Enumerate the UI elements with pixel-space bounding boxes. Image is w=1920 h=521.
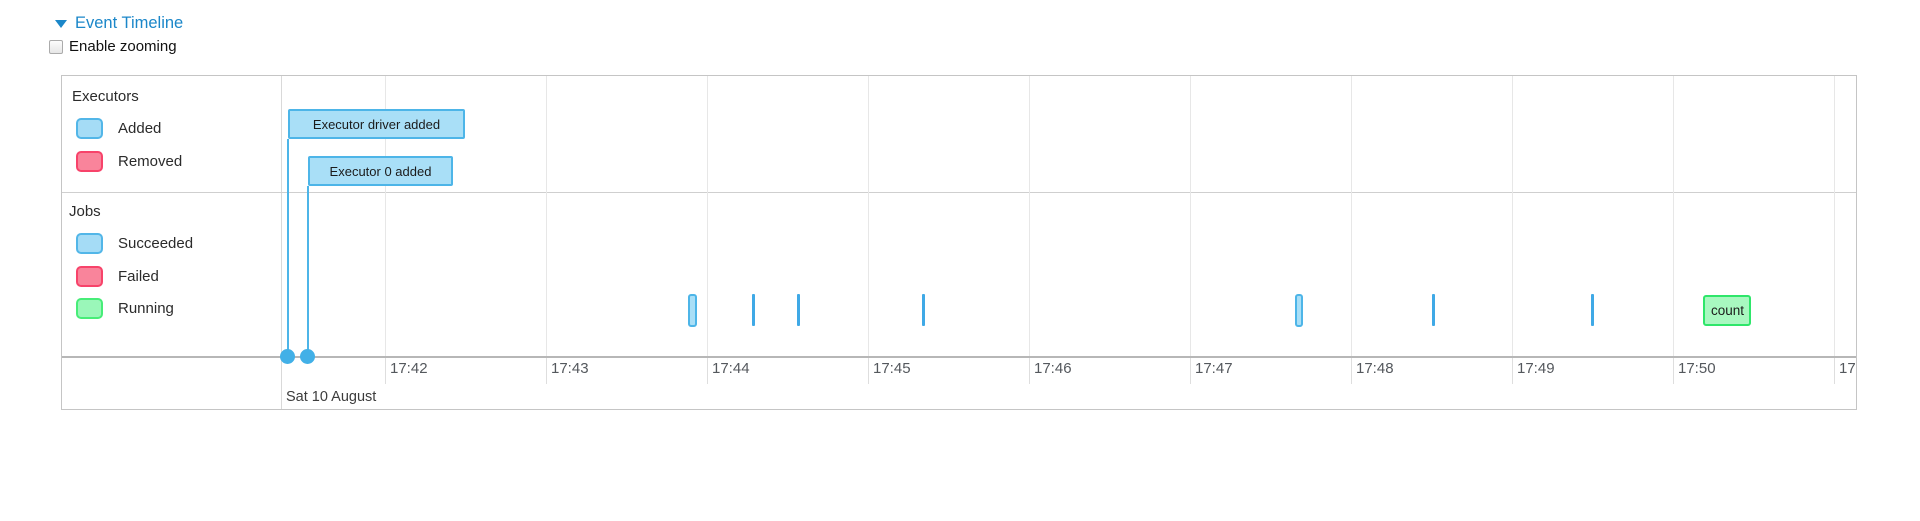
minute-gridline: [546, 76, 547, 356]
legend-group-title-jobs: Jobs: [69, 203, 101, 220]
legend-item-executor-removed: Removed: [76, 151, 182, 172]
job-marker-succeeded[interactable]: [688, 294, 697, 327]
axis-tick-label: 17:49: [1517, 360, 1555, 377]
axis-tick: [546, 358, 547, 384]
legend-item-job-failed: Failed: [76, 266, 159, 287]
axis-tick: [1190, 358, 1191, 384]
executor-event-box[interactable]: Executor 0 added: [308, 156, 453, 186]
axis-tick-label: 17:43: [551, 360, 589, 377]
succeeded-swatch-icon: [76, 233, 103, 254]
axis-tick-label: 17:47: [1195, 360, 1233, 377]
axis-tick-label: 17:45: [873, 360, 911, 377]
caret-down-icon: [55, 19, 67, 28]
axis-tick: [868, 358, 869, 384]
time-axis-line: [62, 356, 1856, 358]
running-swatch-icon: [76, 298, 103, 319]
axis-major-date-label: Sat 10 August: [286, 389, 377, 405]
minute-gridline: [868, 76, 869, 356]
executor-event-dot: [300, 349, 315, 364]
axis-tick: [1673, 358, 1674, 384]
axis-tick: [385, 358, 386, 384]
minute-gridline: [1673, 76, 1674, 356]
executor-event-box[interactable]: Executor driver added: [288, 109, 465, 139]
job-marker-running[interactable]: count: [1703, 295, 1751, 326]
section-title: Event Timeline: [75, 14, 184, 32]
minute-gridline: [1834, 76, 1835, 356]
enable-zooming-row: Enable zooming: [49, 38, 177, 55]
axis-tick-label: 17:46: [1034, 360, 1072, 377]
axis-tick-label: 17:44: [712, 360, 750, 377]
axis-tick: [1512, 358, 1513, 384]
group-separator-line: [62, 192, 1856, 193]
axis-tick-label: 17:42: [390, 360, 428, 377]
job-marker-succeeded[interactable]: [1432, 294, 1435, 326]
enable-zooming-label: Enable zooming: [69, 38, 177, 55]
enable-zooming-checkbox[interactable]: [49, 39, 63, 54]
axis-tick: [1834, 358, 1835, 384]
job-marker-succeeded[interactable]: [922, 294, 925, 326]
legend-item-job-running: Running: [76, 298, 174, 319]
minute-gridline: [1029, 76, 1030, 356]
job-marker-succeeded[interactable]: [797, 294, 800, 326]
executor-event-dot: [280, 349, 295, 364]
timeline-panel: Executors Added Removed Jobs Succeeded F…: [61, 75, 1857, 410]
legend-label: Running: [118, 300, 174, 317]
legend-item-job-succeeded: Succeeded: [76, 233, 193, 254]
added-swatch-icon: [76, 118, 103, 139]
job-marker-succeeded[interactable]: [1591, 294, 1594, 326]
legend-group-title-executors: Executors: [72, 88, 139, 105]
axis-tick-label: 17:48: [1356, 360, 1394, 377]
axis-tick-label: 17:5: [1839, 360, 1856, 377]
minute-gridline: [385, 76, 386, 356]
job-marker-succeeded[interactable]: [752, 294, 755, 326]
legend-label: Succeeded: [118, 235, 194, 252]
axis-tick: [1351, 358, 1352, 384]
minute-gridline: [1190, 76, 1191, 356]
legend-label: Added: [118, 120, 162, 137]
event-timeline-header[interactable]: Event Timeline: [55, 14, 183, 33]
minute-gridline: [707, 76, 708, 356]
legend-label: Removed: [118, 153, 183, 170]
axis-tick-label: 17:50: [1678, 360, 1716, 377]
axis-tick: [707, 358, 708, 384]
legend-item-executor-added: Added: [76, 118, 161, 139]
removed-swatch-icon: [76, 151, 103, 172]
legend-label: Failed: [118, 268, 159, 285]
job-marker-succeeded[interactable]: [1295, 294, 1303, 327]
failed-swatch-icon: [76, 266, 103, 287]
executor-event-stem: [307, 186, 309, 356]
executor-event-stem: [287, 139, 289, 356]
axis-tick: [1029, 358, 1030, 384]
minute-gridline: [1351, 76, 1352, 356]
legend-separator-line: [281, 76, 282, 409]
minute-gridline: [1512, 76, 1513, 356]
